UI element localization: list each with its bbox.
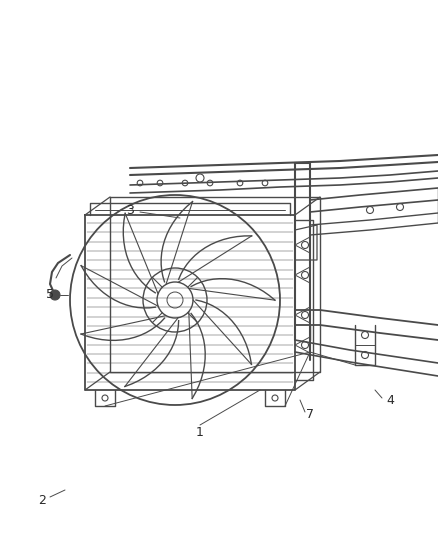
- Text: 3: 3: [126, 204, 134, 216]
- Text: 4: 4: [386, 393, 394, 407]
- Text: 5: 5: [46, 288, 54, 302]
- Text: 2: 2: [38, 494, 46, 506]
- Circle shape: [50, 290, 60, 300]
- Text: 7: 7: [306, 408, 314, 422]
- Text: 1: 1: [196, 425, 204, 439]
